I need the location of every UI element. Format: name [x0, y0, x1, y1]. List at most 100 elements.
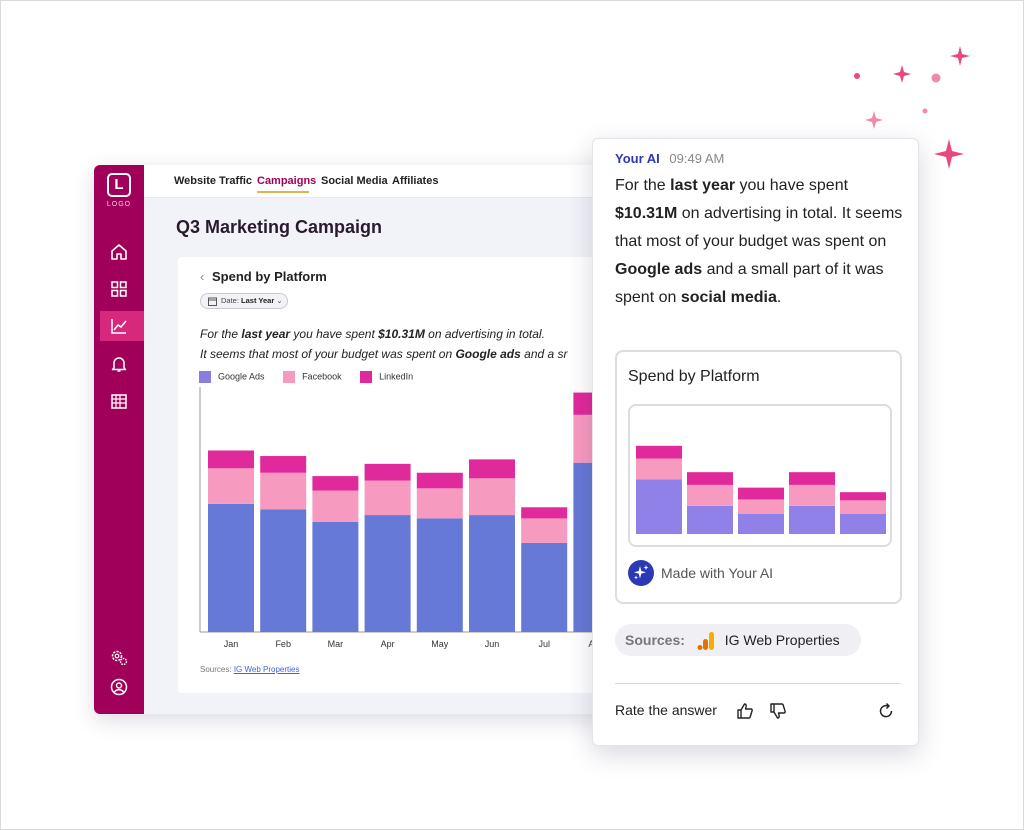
bar-segment[interactable] [312, 490, 359, 522]
ai-chart-card[interactable]: Spend by Platform Made with Your AI [615, 350, 902, 604]
mini-bar-segment [840, 514, 886, 534]
summary-text: For the last year you have spent $10.31M… [200, 327, 568, 361]
user-circle-icon [110, 678, 128, 696]
grid-icon [111, 281, 127, 297]
logo-text: LOGO [106, 201, 132, 208]
x-tick-label: Apr [381, 639, 395, 649]
bar-segment[interactable] [208, 503, 254, 632]
date-filter-label: Date: [221, 296, 239, 305]
mini-spend-chart [636, 445, 886, 534]
sidebar: L LOGO [94, 165, 144, 714]
x-tick-label: Jul [538, 639, 550, 649]
mini-bar-segment [687, 472, 733, 485]
analytics-logo-icon [697, 632, 714, 651]
sidebar-item-dashboard[interactable] [107, 277, 131, 301]
ai-timestamp: 09:49 AM [669, 151, 725, 166]
bar-segment[interactable] [521, 507, 568, 519]
mini-bar-segment [738, 514, 784, 534]
sidebar-item-profile[interactable] [107, 675, 131, 699]
top-nav: Website Traffic Campaigns Social Media A… [144, 165, 616, 198]
bar-segment[interactable] [312, 521, 359, 632]
bar-segment[interactable] [469, 515, 515, 632]
ai-card-title: Spend by Platform [628, 368, 760, 385]
thumbs-up-icon[interactable] [736, 702, 754, 720]
bar-segment[interactable] [416, 472, 463, 489]
tab-campaigns[interactable]: Campaigns [257, 175, 317, 187]
page-title: Q3 Marketing Campaign [176, 217, 383, 237]
x-tick-label: May [431, 639, 449, 649]
mini-bar-segment [636, 445, 682, 459]
bar-segment[interactable] [469, 459, 515, 479]
ai-name: Your AI [615, 151, 660, 166]
rate-label: Rate the answer [615, 702, 717, 718]
ai-chat-panel: Your AI 09:49 AM For the last year you h… [592, 138, 919, 746]
mini-bar-segment [687, 505, 733, 534]
x-tick-label: Jun [485, 639, 500, 649]
bar-segment[interactable] [364, 463, 411, 481]
tab-social-media[interactable]: Social Media [321, 175, 388, 187]
date-filter-dropdown[interactable]: Date: Last Year ⌄ [200, 293, 288, 309]
bar-segment[interactable] [364, 480, 411, 516]
bar-segment[interactable] [521, 518, 568, 543]
bar-segment[interactable] [260, 509, 307, 633]
made-with-badge: Made with Your AI [628, 560, 773, 586]
ai-message-text: For the last year you have spent $10.31M… [615, 177, 903, 306]
bar-segment[interactable] [312, 476, 359, 491]
mini-bar-segment [789, 505, 835, 534]
legend-item-facebook: Facebook [283, 371, 342, 383]
sources-pill[interactable]: Sources: IG Web Properties [615, 624, 861, 656]
card-sources: Sources: IG Web Properties [200, 665, 300, 674]
mini-bar-segment [789, 484, 835, 506]
bar-segment[interactable] [416, 488, 463, 519]
mini-chart-frame [628, 404, 892, 547]
sidebar-item-settings[interactable] [107, 645, 131, 669]
calendar-icon [111, 394, 127, 409]
chart-card: ‹ Spend by Platform Date: Last Year ⌄ Fo… [178, 257, 616, 693]
chart-legend: Google Ads Facebook LinkedIn [199, 371, 429, 383]
sidebar-item-home[interactable] [107, 240, 131, 264]
refresh-icon[interactable] [877, 702, 895, 720]
bar-segment[interactable] [364, 515, 411, 632]
tab-website-traffic[interactable]: Website Traffic [174, 175, 253, 187]
sparkle-icon [934, 139, 964, 169]
bar-segment[interactable] [521, 542, 568, 632]
home-icon [111, 244, 127, 260]
sidebar-item-calendar[interactable] [107, 389, 131, 413]
sparkle-icon [893, 65, 911, 83]
x-tick-label: Jan [224, 639, 239, 649]
bar-segment[interactable] [260, 472, 307, 510]
chevron-down-icon: ⌄ [276, 296, 283, 305]
bar-segment[interactable] [469, 478, 515, 516]
bar-segment[interactable] [208, 468, 254, 504]
card-title: Spend by Platform [212, 269, 327, 284]
x-tick-label: Mar [328, 639, 344, 649]
sparkle-dot [922, 108, 928, 114]
ai-message-header: Your AI 09:49 AM [615, 151, 724, 166]
mini-bar-segment [738, 499, 784, 514]
back-chevron-icon[interactable]: ‹ [200, 269, 205, 284]
bar-segment[interactable] [208, 450, 254, 469]
date-filter-value: Last Year [241, 296, 275, 305]
legend-swatch [360, 371, 373, 383]
legend-item-linkedin: LinkedIn [360, 371, 413, 383]
mini-bar-segment [738, 487, 784, 500]
tab-affiliates[interactable]: Affiliates [392, 175, 439, 187]
sparkle-icon [865, 111, 883, 129]
thumbs-down-icon[interactable] [769, 702, 787, 720]
calendar-filter-icon [208, 297, 217, 306]
sparkle-dot [931, 73, 941, 83]
spend-bar-chart: JanFebMarAprMayJunJulAug [199, 387, 616, 649]
logo-mark[interactable]: L [107, 173, 131, 197]
sources-label: Sources: [625, 632, 685, 648]
sidebar-item-analytics[interactable] [107, 314, 131, 338]
mini-bar-segment [636, 479, 682, 534]
bar-segment[interactable] [260, 456, 307, 473]
sparkle-icon [950, 46, 970, 66]
mini-bar-segment [636, 458, 682, 480]
sources-link[interactable]: IG Web Properties [233, 665, 300, 674]
legend-item-google-ads: Google Ads [199, 371, 265, 383]
ai-sparkle-icon [628, 560, 654, 586]
sidebar-item-notifications[interactable] [107, 352, 131, 376]
bar-segment[interactable] [416, 518, 463, 632]
